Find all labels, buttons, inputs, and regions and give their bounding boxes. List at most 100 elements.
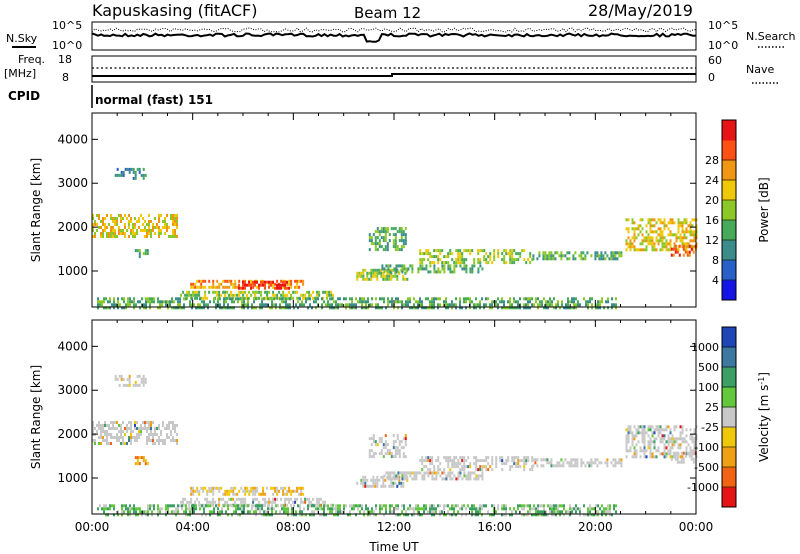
echo-cell (372, 268, 375, 272)
echo-cell (242, 489, 245, 493)
echo-cell (392, 443, 395, 447)
echo-cell (406, 277, 409, 281)
echo-cell (682, 247, 685, 251)
echo-cell (616, 251, 619, 255)
echo-cell (457, 252, 460, 256)
echo-cell (226, 285, 229, 289)
echo-cell (663, 434, 666, 438)
echo-cell (589, 504, 591, 508)
echo-cell (641, 242, 644, 246)
echo-cell (489, 252, 492, 256)
echo-cell (471, 504, 473, 508)
echo-cell (513, 462, 516, 466)
echo-cell (509, 468, 512, 472)
echo-cell (139, 306, 141, 310)
echo-cell (641, 233, 644, 237)
echo-cell (367, 510, 369, 514)
echo-cell (133, 306, 135, 310)
echo-cell (394, 236, 397, 240)
echo-cell (380, 475, 383, 479)
echo-cell (372, 478, 375, 482)
echo-cell (378, 268, 381, 272)
echo-cell (130, 167, 133, 171)
echo-cell (463, 258, 466, 262)
echo-cell (227, 513, 229, 517)
echo-cell (451, 303, 453, 307)
echo-cell (117, 510, 119, 514)
echo-cell (171, 510, 173, 514)
echo-cell (142, 383, 145, 387)
echo-cell (318, 497, 321, 501)
echo-cell (693, 443, 696, 447)
echo-cell (381, 267, 384, 271)
echo-cell (194, 296, 197, 300)
echo-cell (363, 306, 365, 310)
echo-cell (225, 300, 227, 304)
echo-cell (532, 257, 535, 261)
echo-cell (563, 513, 565, 517)
echo-cell (401, 264, 404, 268)
echo-cell (419, 459, 422, 463)
echo-cell (491, 459, 494, 463)
echo-cell (220, 282, 223, 286)
echo-cell (126, 377, 129, 381)
echo-cell (465, 459, 468, 463)
echo-cell (433, 249, 436, 253)
echo-cell (649, 440, 652, 444)
echo-cell (316, 500, 319, 504)
echo-cell (190, 285, 193, 289)
echo-cell (213, 510, 215, 514)
echo-cell (267, 504, 269, 508)
echo-cell (497, 303, 499, 307)
echo-cell (192, 290, 195, 294)
echo-cell (230, 282, 233, 286)
echo-cell (443, 471, 446, 475)
echo-cell (481, 507, 483, 511)
echo-cell (268, 500, 271, 504)
echo-cell (364, 481, 367, 485)
echo-cell (138, 436, 140, 439)
echo-cell (144, 226, 146, 229)
echo-cell (549, 510, 551, 514)
echo-cell (419, 471, 422, 475)
echo-cell (226, 489, 229, 493)
echo-cell (544, 458, 547, 462)
echo-cell (693, 440, 696, 444)
echo-cell (276, 286, 278, 290)
echo-cell (152, 433, 154, 436)
echo-cell (316, 293, 319, 297)
echo-cell (633, 434, 636, 438)
echo-cell (175, 510, 177, 514)
echo-cell (653, 245, 656, 249)
echo-cell (475, 513, 477, 517)
echo-cell (349, 510, 351, 514)
echo-cell (493, 513, 495, 517)
echo-cell (258, 492, 261, 496)
echo-cell (389, 477, 392, 481)
echo-cell (149, 300, 151, 304)
colorbar-segment (722, 367, 736, 388)
echo-cell (172, 220, 174, 223)
echo-cell (667, 248, 670, 252)
echo-cell (571, 306, 573, 310)
echo-cell (378, 478, 381, 482)
echo-cell (449, 507, 451, 511)
echo-cell (455, 297, 457, 301)
echo-cell (455, 264, 458, 268)
echo-cell (105, 297, 107, 301)
echo-cell (370, 484, 373, 488)
echo-cell (469, 252, 472, 256)
echo-cell (308, 497, 311, 501)
echo-cell (251, 303, 253, 307)
echo-cell (256, 296, 259, 300)
echo-cell (120, 442, 122, 445)
echo-cell (576, 461, 579, 465)
echo-cell (355, 297, 357, 301)
echo-cell (393, 477, 396, 481)
echo-cell (669, 230, 672, 234)
echo-cell (356, 271, 359, 275)
echo-cell (493, 249, 496, 253)
echo-cell (591, 507, 593, 511)
echo-cell (234, 486, 237, 490)
echo-cell (407, 507, 409, 511)
